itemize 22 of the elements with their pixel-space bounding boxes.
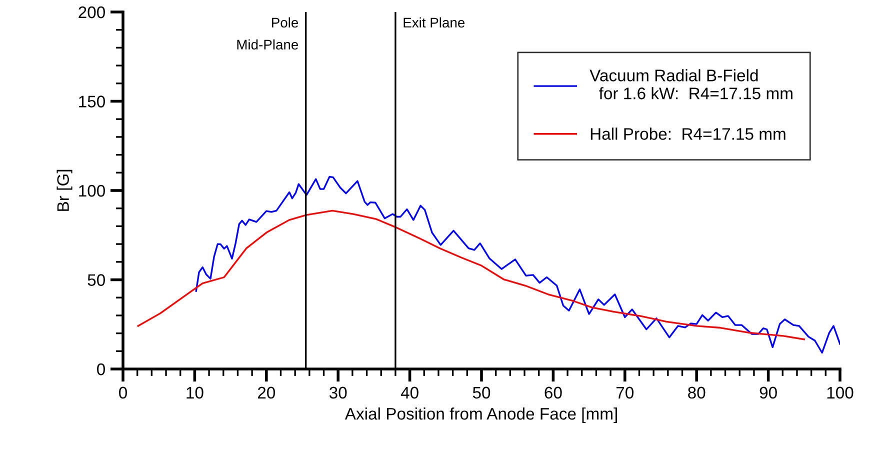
x-tick-label: 60 [544, 386, 562, 399]
x-tick-label: 70 [616, 386, 634, 399]
x-tick-label: 90 [760, 386, 777, 399]
x-tick-label: 50 [472, 386, 490, 399]
x-tick-label: 80 [688, 386, 706, 399]
ref-line-label: Exit Plane [404, 17, 465, 28]
ref-line-label: Pole Mid-Plane [237, 17, 298, 50]
x-tick-label: 30 [329, 386, 347, 399]
y-tick-label: 200 [78, 6, 105, 18]
y-tick-label: 150 [79, 96, 105, 108]
legend-label: Hall Probe: R4=17.15 mm [590, 128, 786, 140]
x-axis-title: Axial Position from Anode Face [mm] [344, 407, 617, 423]
x-tick-label: 20 [258, 386, 276, 399]
y-tick-label: 0 [97, 363, 105, 376]
y-axis-title: Br [G] [56, 170, 72, 211]
x-tick-label: 0 [119, 386, 127, 399]
x-tick-label: 40 [400, 386, 418, 399]
legend-label: Vacuum Radial B-Field for 1.6 kW: R4=17.15 mm [590, 69, 792, 100]
y-tick-label: 100 [79, 184, 105, 197]
x-tick-label: 100 [827, 386, 854, 399]
x-tick-label: 10 [186, 386, 204, 399]
y-tick-label: 50 [88, 274, 105, 286]
